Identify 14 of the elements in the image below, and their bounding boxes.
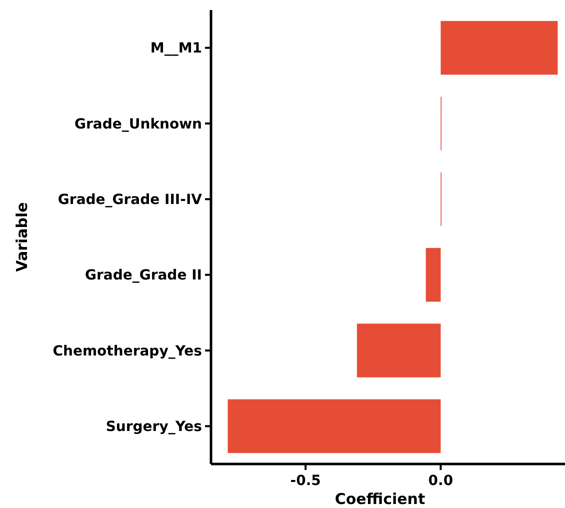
x-tick-label: 0.0 xyxy=(428,473,454,489)
y-axis-title: Variable xyxy=(13,202,31,272)
y-tick-label: Grade_Grade III-IV xyxy=(58,192,202,208)
bar xyxy=(440,20,558,75)
bar xyxy=(228,399,441,454)
x-tick-label: -0.5 xyxy=(290,473,321,489)
bar xyxy=(356,324,441,378)
y-tick-label: Surgery_Yes xyxy=(106,419,202,436)
bar xyxy=(426,248,441,302)
y-tick-label: Grade_Grade II xyxy=(84,268,202,284)
y-tick-label: M__M1 xyxy=(150,40,202,57)
x-axis-title: Coefficient xyxy=(334,490,426,508)
y-tick-label: Chemotherapy_Yes xyxy=(52,343,202,360)
y-tick-label: Grade_Unknown xyxy=(74,116,202,132)
